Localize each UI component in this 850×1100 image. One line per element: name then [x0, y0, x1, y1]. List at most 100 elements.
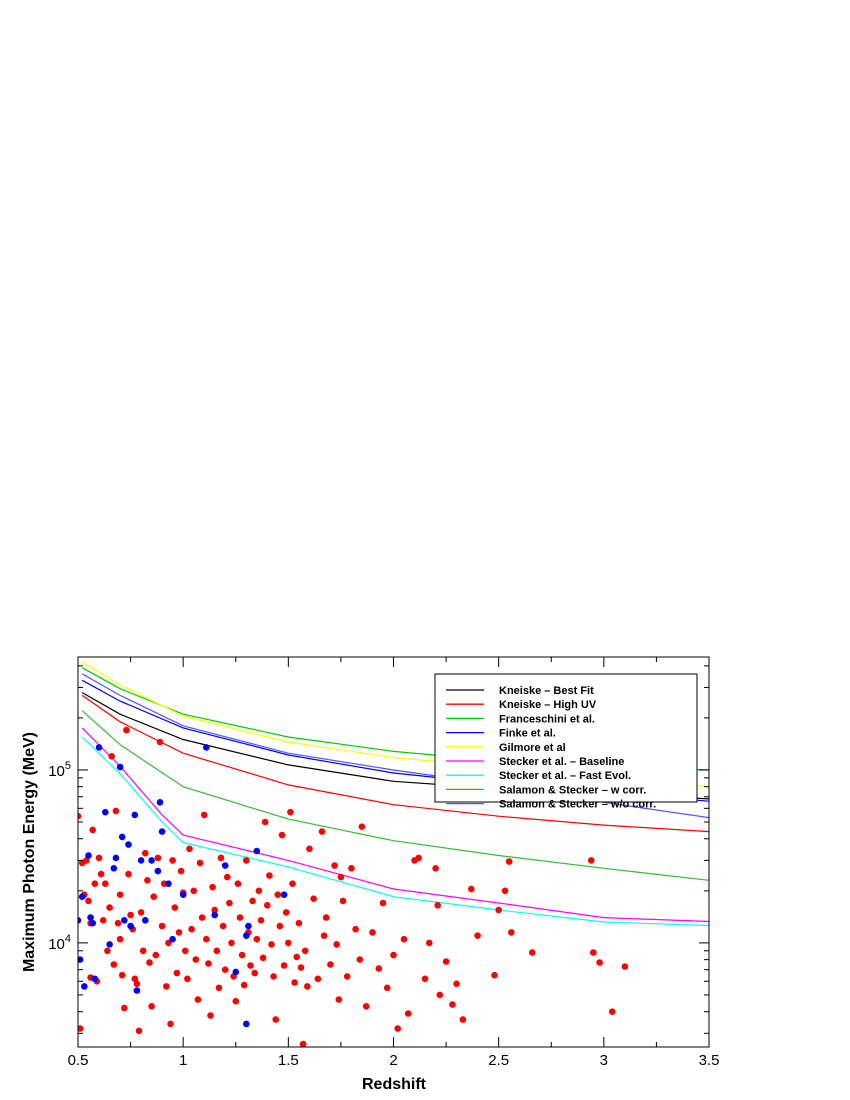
data-point-9-100: [280, 962, 288, 969]
legend-label-1: Kneiske – High UV: [499, 699, 597, 711]
legend-box: [434, 673, 698, 803]
data-point-9-143: [434, 902, 442, 909]
data-point-9-127: [356, 956, 364, 963]
data-point-9-90: [259, 954, 267, 962]
legend-label-8: Salamon & Stecker – w/o corr.: [499, 799, 656, 811]
data-point-9-64: [205, 960, 212, 967]
data-point-9-110: [301, 947, 309, 955]
data-point-9-140: [421, 975, 429, 983]
data-point-10-20: [137, 857, 145, 864]
data-point-10-27: [169, 935, 176, 943]
data-point-10-4: [85, 852, 92, 859]
data-point-9-81: [240, 981, 248, 989]
data-point-9-135: [394, 1025, 402, 1032]
data-point-9-17: [108, 753, 115, 760]
data-point-9-33: [139, 947, 147, 955]
data-point-9-150: [474, 932, 481, 939]
data-point-9-112: [306, 845, 313, 853]
data-point-9-46: [167, 1020, 174, 1028]
data-point-9-125: [348, 865, 355, 872]
series-line-6: [81, 736, 709, 927]
data-point-9-48: [171, 904, 179, 911]
data-point-9-13: [99, 917, 107, 924]
data-point-9-26: [125, 870, 132, 878]
data-point-9-149: [468, 885, 475, 893]
data-point-9-154: [505, 858, 513, 865]
data-point-9-122: [337, 873, 345, 881]
data-point-10-28: [179, 891, 187, 898]
data-point-9-12: [97, 870, 105, 878]
data-point-9-148: [459, 1016, 467, 1023]
data-point-9-157: [587, 857, 595, 864]
data-point-9-109: [299, 1040, 307, 1047]
data-point-9-156: [529, 949, 536, 956]
data-point-9-11: [95, 854, 103, 862]
data-point-9-99: [278, 831, 286, 839]
data-point-9-61: [198, 914, 206, 921]
data-point-9-146: [449, 1001, 456, 1008]
data-point-10-8: [95, 744, 103, 751]
data-point-9-19: [112, 807, 120, 815]
legend-label-5: Stecker et al. – Baseline: [499, 756, 624, 768]
data-point-9-71: [219, 922, 227, 930]
data-point-9-118: [327, 961, 334, 968]
data-point-9-67: [211, 906, 218, 914]
data-point-10-2: [78, 893, 86, 900]
data-point-10-12: [112, 854, 120, 862]
data-point-9-62: [200, 811, 208, 819]
data-point-9-40: [154, 854, 162, 862]
data-point-9-89: [257, 917, 265, 924]
data-point-9-15: [104, 947, 111, 955]
data-point-9-117: [322, 914, 330, 921]
data-point-9-159: [596, 959, 603, 966]
x-axis-label: Redshift: [362, 1076, 427, 1093]
data-point-9-120: [333, 941, 341, 948]
data-point-9-147: [453, 980, 460, 988]
data-point-9-24: [121, 1004, 128, 1012]
data-point-9-55: [186, 845, 193, 853]
data-point-9-102: [285, 939, 292, 947]
data-point-9-66: [209, 883, 216, 891]
data-point-9-16: [106, 904, 113, 911]
data-point-9-98: [276, 922, 284, 930]
data-point-9-104: [289, 880, 296, 887]
data-point-9-158: [590, 949, 597, 956]
data-point-10-33: [243, 932, 250, 939]
data-point-9-115: [318, 828, 326, 835]
legend-label-0: Kneiske – Best Fit: [499, 685, 594, 697]
data-point-10-13: [116, 763, 124, 771]
data-point-9-141: [426, 939, 433, 947]
data-point-9-58: [192, 956, 200, 963]
data-point-9-106: [293, 953, 301, 961]
data-point-9-59: [194, 996, 202, 1003]
x-tick-label: 1: [179, 1052, 187, 1069]
data-point-9-49: [173, 969, 181, 977]
data-point-9-96: [272, 1016, 280, 1023]
data-point-9-25: [123, 726, 130, 734]
data-point-10-31: [221, 862, 229, 869]
data-point-9-32: [137, 909, 145, 916]
data-point-9-74: [226, 899, 233, 907]
y-axis-label: Maximum Photon Energy (MeV): [21, 732, 38, 972]
legend-label-2: Franceschini et al.: [499, 713, 595, 725]
data-point-9-29: [131, 975, 139, 983]
data-point-9-27: [127, 911, 134, 919]
data-point-9-139: [415, 854, 423, 862]
data-point-9-142: [432, 865, 439, 872]
data-point-10-30: [211, 911, 218, 919]
data-point-9-128: [358, 823, 366, 830]
data-point-9-132: [379, 899, 387, 907]
data-point-10-24: [156, 799, 164, 806]
data-point-10-36: [243, 1020, 250, 1028]
data-point-10-16: [125, 841, 132, 848]
data-point-9-54: [184, 975, 191, 983]
data-point-9-103: [287, 808, 294, 816]
data-point-10-5: [87, 914, 94, 921]
data-point-9-73: [224, 873, 231, 881]
x-tick-label: 0.5: [68, 1052, 89, 1069]
x-tick-label: 1.5: [278, 1052, 299, 1069]
ticks-layer: 0.5 1 1.5 2 2.5 3 3.5 104 105: [48, 657, 719, 1069]
data-point-9-69: [215, 984, 223, 992]
data-point-9-155: [508, 929, 515, 936]
data-point-9-87: [253, 935, 261, 943]
